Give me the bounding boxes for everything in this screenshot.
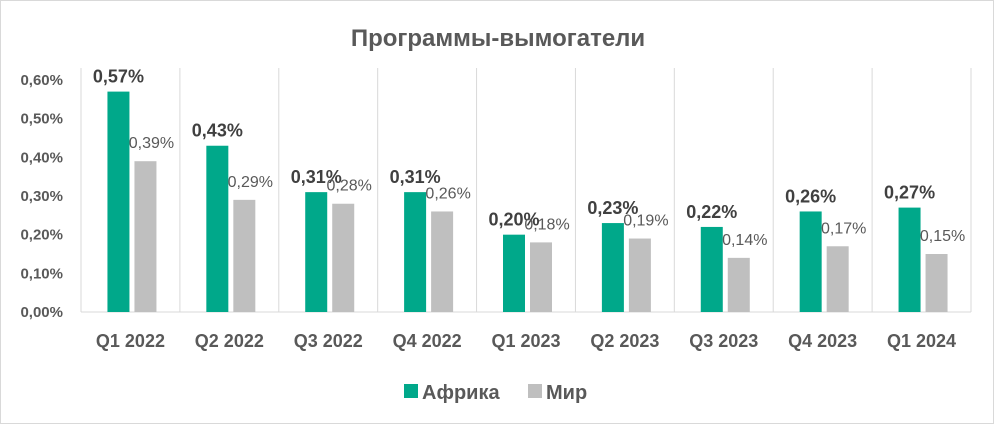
data-label-africa: 0,43% xyxy=(192,121,243,141)
grid-lines xyxy=(80,68,972,313)
bar-africa xyxy=(107,91,130,312)
y-tick-label: 0,50% xyxy=(20,111,63,128)
x-tick-label: Q4 2023 xyxy=(788,331,857,351)
bar-world xyxy=(134,161,157,312)
data-label-world: 0,19% xyxy=(623,213,668,230)
data-label-africa: 0,57% xyxy=(93,67,144,87)
bar-world xyxy=(628,238,651,312)
bar-world xyxy=(431,211,454,312)
legend-label-world: Мир xyxy=(546,382,587,404)
y-axis: 0,00% 0,10% 0,20% 0,30% 0,40% 0,50% 0,60% xyxy=(20,72,63,321)
data-labels: 0,57%0,39%0,43%0,29% 0,31%0,28% 0,31%0,26%… xyxy=(93,67,965,249)
chart-title: Программы-вымогатели xyxy=(351,25,645,52)
bar-africa xyxy=(404,192,427,312)
y-tick-label: 0,10% xyxy=(20,265,63,282)
bar-africa xyxy=(799,211,822,312)
data-label-world: 0,28% xyxy=(327,178,372,195)
bar-africa xyxy=(305,192,328,312)
data-label-africa: 0,27% xyxy=(884,183,935,203)
data-label-world: 0,18% xyxy=(524,216,569,233)
bar-africa xyxy=(503,234,525,312)
bars xyxy=(107,91,948,312)
bar-world xyxy=(530,242,552,312)
data-label-africa: 0,26% xyxy=(785,186,836,206)
x-tick-label: Q1 2024 xyxy=(887,331,956,351)
data-label-africa: 0,20% xyxy=(488,210,539,230)
data-label-world: 0,14% xyxy=(722,232,767,249)
y-tick-label: 0,20% xyxy=(20,227,63,244)
data-label-world: 0,39% xyxy=(129,135,174,152)
bar-africa xyxy=(601,223,624,312)
x-axis: Q1 2022 Q2 2022 Q3 2022 Q4 2022 Q1 2023 Q2 20… xyxy=(96,331,956,351)
data-label-world: 0,17% xyxy=(821,220,866,237)
x-tick-label: Q3 2023 xyxy=(689,331,758,351)
data-label-world: 0,15% xyxy=(920,228,965,245)
x-tick-label: Q4 2022 xyxy=(393,331,462,351)
data-label-world: 0,29% xyxy=(228,174,273,191)
y-tick-label: 0,00% xyxy=(20,304,63,321)
bar-africa xyxy=(206,145,229,312)
bar-africa xyxy=(898,207,921,312)
x-tick-label: Q3 2022 xyxy=(294,331,363,351)
legend-swatch-world xyxy=(528,384,542,398)
x-tick-label: Q1 2022 xyxy=(96,331,165,351)
bar-world xyxy=(925,254,948,312)
y-tick-label: 0,40% xyxy=(20,149,63,166)
bar-world xyxy=(233,199,256,312)
x-tick-label: Q1 2023 xyxy=(491,331,560,351)
bar-africa xyxy=(700,226,723,312)
x-tick-label: Q2 2023 xyxy=(590,331,659,351)
legend-swatch-africa xyxy=(404,384,418,398)
legend: Африка Мир xyxy=(404,382,587,404)
data-label-africa: 0,23% xyxy=(587,198,638,218)
legend-label-africa: Африка xyxy=(422,382,500,404)
y-tick-label: 0,30% xyxy=(20,188,63,205)
bar-world xyxy=(727,257,750,312)
data-label-africa: 0,22% xyxy=(686,202,737,222)
data-label-africa: 0,31% xyxy=(390,167,441,187)
bar-world xyxy=(826,246,849,312)
y-tick-label: 0,60% xyxy=(20,72,63,89)
x-tick-label: Q2 2022 xyxy=(195,331,264,351)
data-label-world: 0,26% xyxy=(425,185,470,202)
bar-world xyxy=(332,203,355,312)
data-label-africa: 0,31% xyxy=(291,167,342,187)
